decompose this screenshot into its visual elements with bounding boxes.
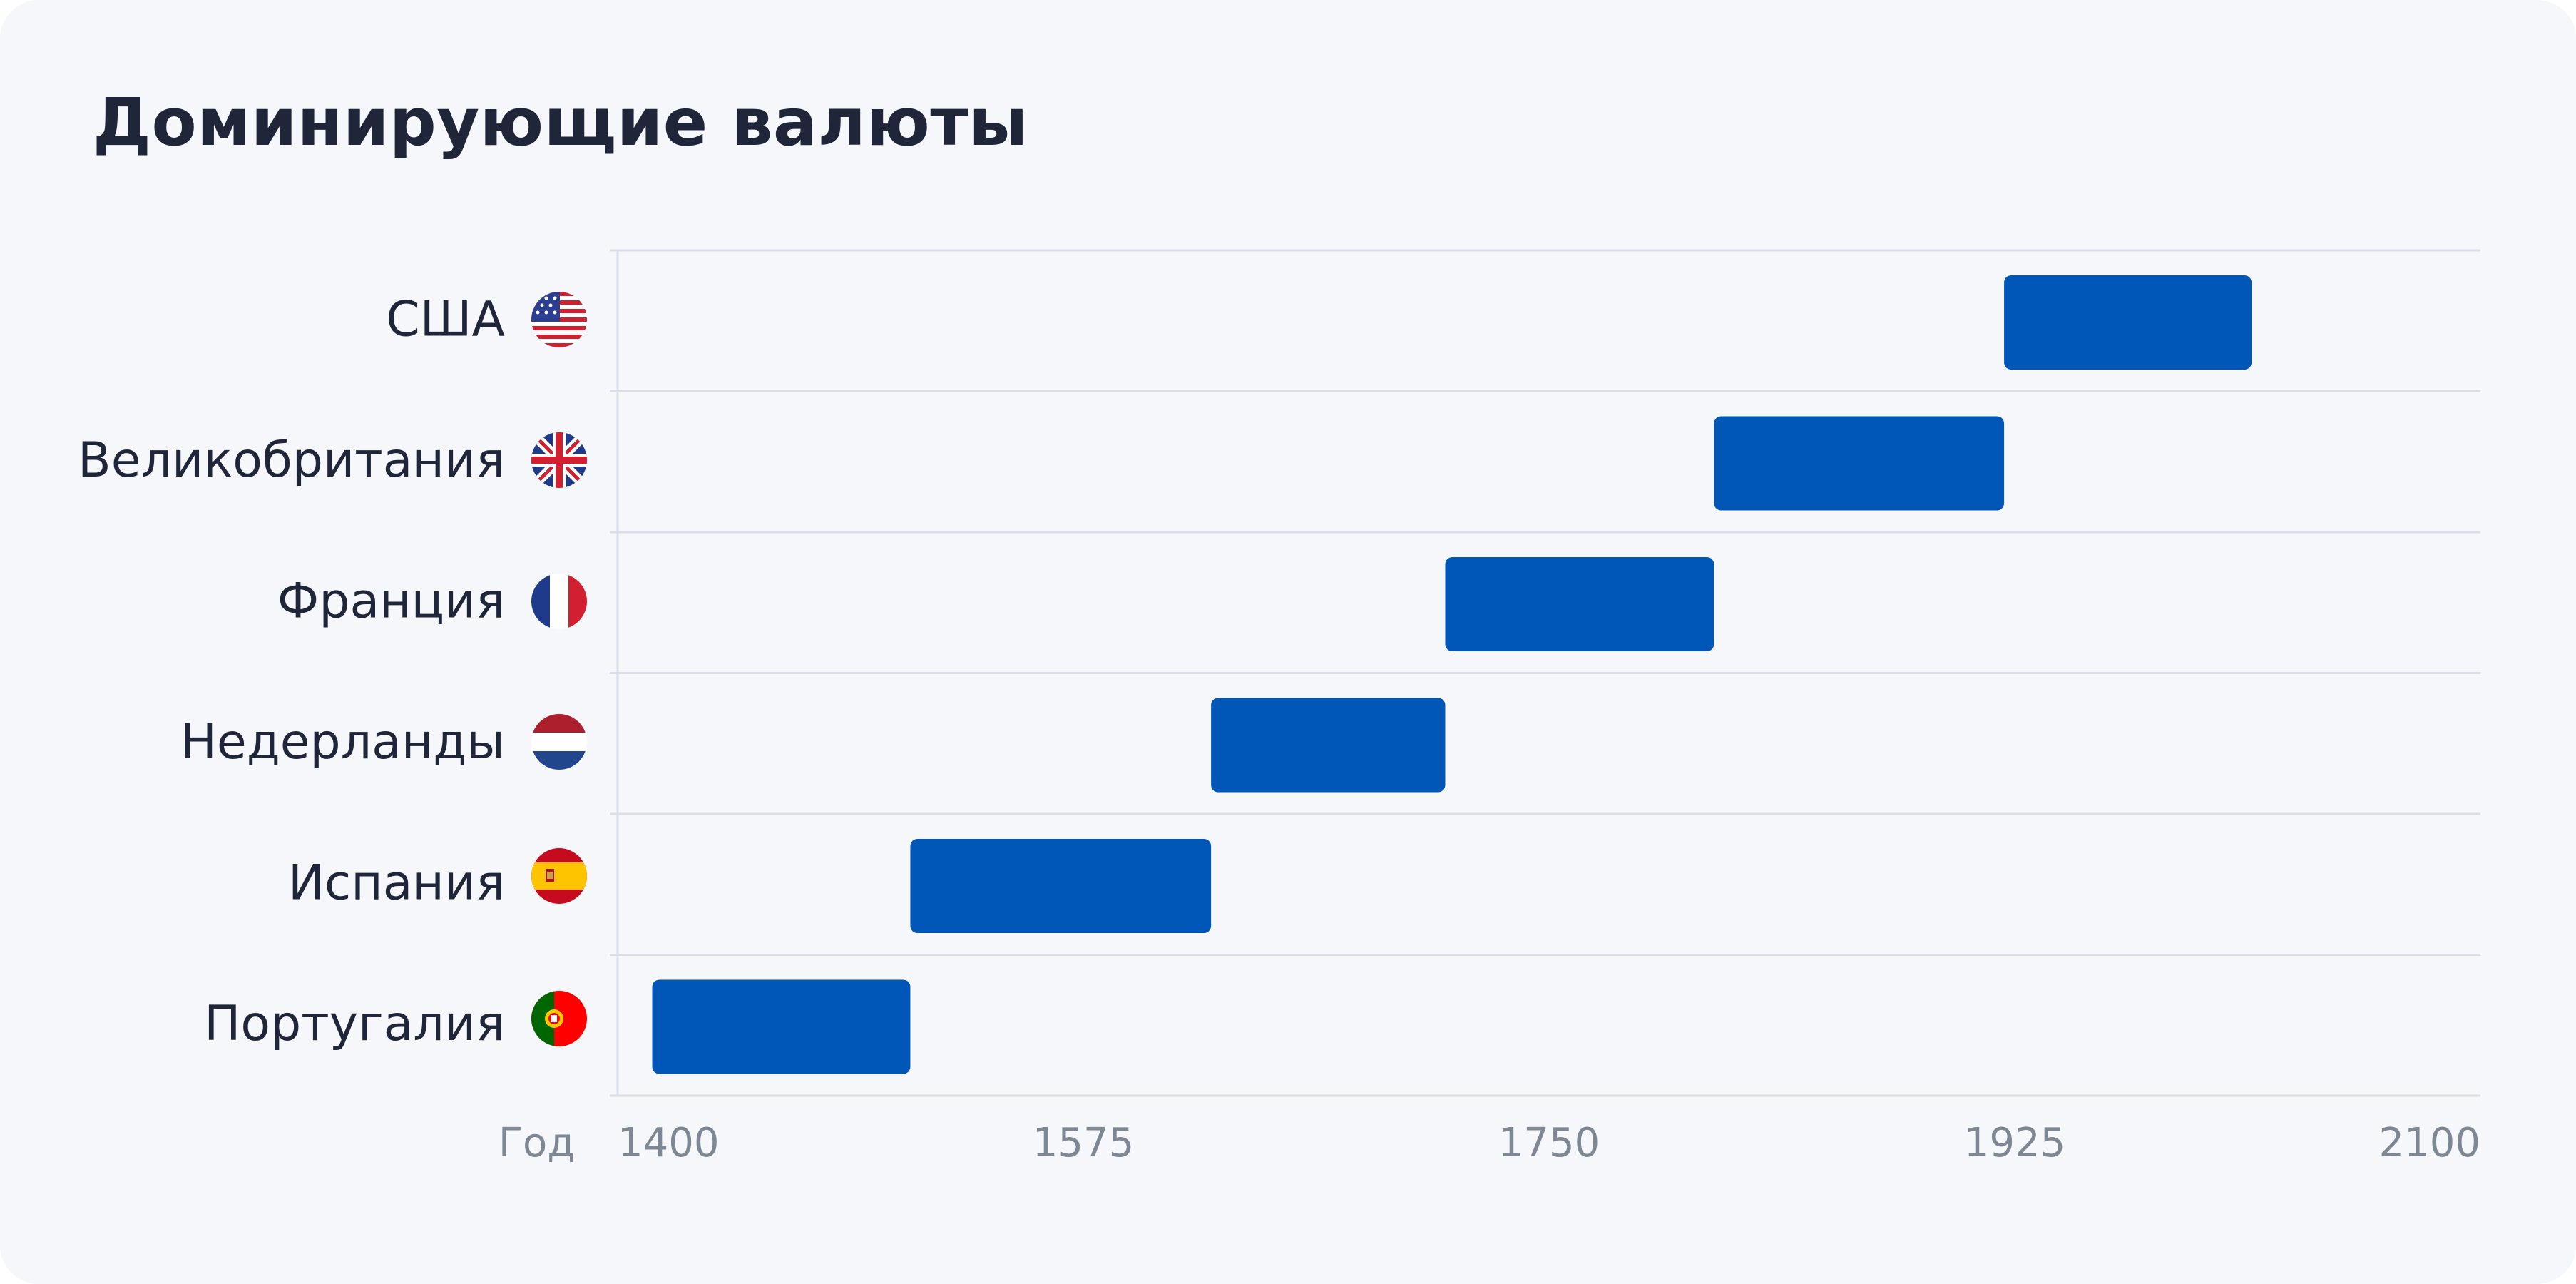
bar bbox=[652, 979, 911, 1074]
us-flag-icon bbox=[531, 292, 587, 347]
x-tick-label: 1925 bbox=[1964, 1120, 2066, 1166]
bar bbox=[1211, 698, 1446, 793]
x-tick-label: 2100 bbox=[2378, 1120, 2480, 1166]
chart-title: Доминирующие валюты bbox=[93, 84, 1028, 160]
flag-icons bbox=[531, 292, 587, 1046]
category-label: Франция bbox=[277, 573, 505, 629]
bar bbox=[910, 839, 1212, 933]
category-labels: США Великобритания Франция Недерланды Испани… bbox=[78, 291, 505, 1052]
category-label: Недерланды bbox=[180, 714, 505, 770]
netherlands-flag-icon bbox=[531, 714, 587, 770]
bar bbox=[1714, 416, 2005, 511]
x-tick-label: 1575 bbox=[1033, 1120, 1135, 1166]
spain-flag-icon bbox=[531, 848, 587, 904]
grid-lines bbox=[610, 249, 2480, 1097]
bars bbox=[652, 275, 2252, 1074]
category-label: США bbox=[386, 291, 505, 347]
category-label: Великобритания bbox=[78, 432, 505, 489]
portugal-flag-icon bbox=[531, 991, 587, 1046]
category-label: Испания bbox=[288, 855, 505, 911]
x-tick-label: 1400 bbox=[618, 1120, 720, 1166]
france-flag-icon bbox=[531, 574, 587, 629]
x-tick-label: 1750 bbox=[1498, 1120, 1600, 1166]
x-axis-ticks: Год 1400 1575 1750 1925 2100 bbox=[499, 1120, 2480, 1166]
uk-flag-icon bbox=[531, 432, 587, 488]
bar bbox=[2004, 275, 2252, 370]
category-label: Португалия bbox=[204, 996, 505, 1052]
bar bbox=[1445, 557, 1714, 651]
x-axis-label: Год bbox=[499, 1120, 575, 1166]
